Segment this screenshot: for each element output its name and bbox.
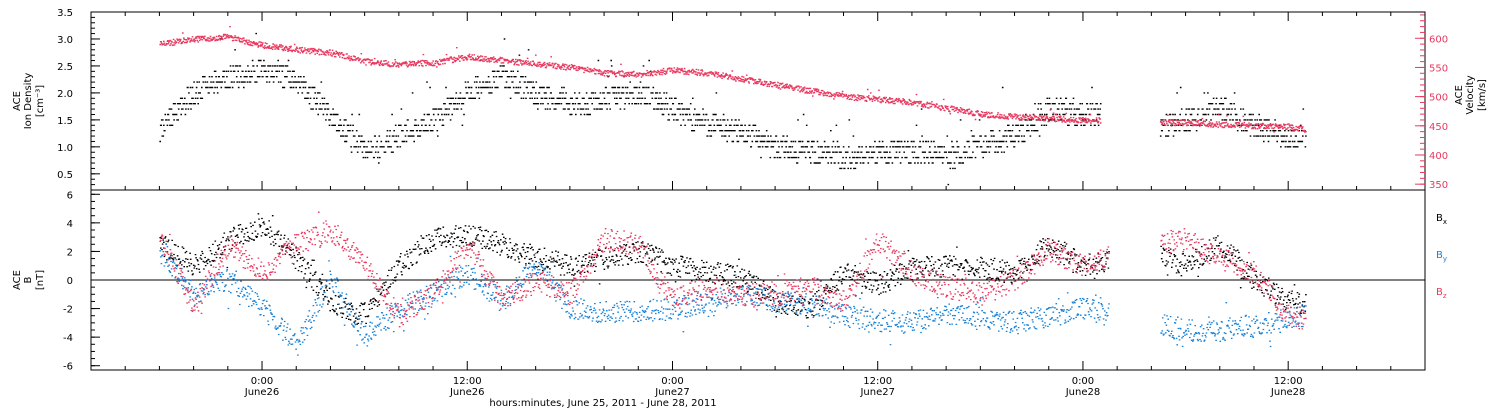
field-axis-label: ACE B [nT] — [12, 270, 46, 290]
density-tick-label: 0.5 — [57, 170, 73, 181]
field-by-points — [159, 243, 1307, 356]
field-tick-label: -6 — [63, 362, 73, 373]
density-tick-label: 3.5 — [57, 8, 73, 19]
time-axis: 0:00June2612:00June260:00June2712:00June… — [124, 12, 1426, 409]
x-axis-title: hours:minutes, June 25, 2011 - June 28, … — [489, 398, 716, 409]
density-axis-label-line2: Ion Density — [23, 73, 34, 130]
velocity-tick-label: 400 — [1429, 151, 1448, 162]
legend-subscript: x — [1443, 218, 1447, 226]
density-tick-label: 2.5 — [57, 62, 73, 73]
velocity-axis-label-line1: ACE — [1454, 85, 1465, 105]
field-tick-label: 6 — [67, 190, 73, 201]
x-date-label: June28 — [1270, 387, 1306, 398]
legend-bx: Bx — [1436, 213, 1447, 226]
x-time-label: 0:00 — [1072, 376, 1094, 387]
x-date-label: June28 — [1065, 387, 1101, 398]
x-date-label: June27 — [654, 387, 690, 398]
density-tick-label: 1.0 — [57, 143, 73, 154]
field-tick-label: 4 — [67, 219, 73, 230]
legend-by: By — [1436, 250, 1447, 263]
velocity-axis-label-line2: Velocity — [1465, 75, 1476, 114]
legend-subscript: z — [1443, 292, 1447, 300]
x-time-label: 12:00 — [453, 376, 482, 387]
x-time-label: 0:00 — [251, 376, 273, 387]
density-axis-label-line1: ACE — [12, 91, 23, 111]
field-tick-label: 2 — [67, 247, 73, 258]
density-axis-label-line3: [cm⁻³] — [35, 85, 46, 117]
velocity-points — [159, 26, 1307, 133]
density-axis-label: ACE Ion Density [cm⁻³] — [12, 73, 46, 130]
legend-bz: Bz — [1436, 287, 1447, 300]
velocity-tick-label: 500 — [1429, 93, 1448, 104]
density-velocity-panel: 0.5 1.0 1.5 2.0 2.5 3.0 3.5 350 400 450 500 550 600 A… — [12, 8, 1488, 191]
field-axis-label-line3: [nT] — [35, 270, 46, 290]
velocity-tick-label: 350 — [1429, 180, 1448, 191]
field-axis-label-line2: B — [23, 276, 34, 283]
x-date-label: June26 — [449, 387, 485, 398]
density-tick-label: 1.5 — [57, 116, 73, 127]
velocity-tick-label: 450 — [1429, 122, 1448, 133]
density-points — [159, 32, 1307, 186]
density-tick-label: 2.0 — [57, 89, 73, 100]
density-tick-label: 3.0 — [57, 35, 73, 46]
field-tick-label: -4 — [63, 333, 73, 344]
field-tick-label: 0 — [67, 276, 73, 287]
x-time-label: 12:00 — [863, 376, 892, 387]
x-time-label: 0:00 — [661, 376, 683, 387]
legend-subscript: y — [1443, 255, 1447, 263]
x-date-label: June27 — [859, 387, 895, 398]
velocity-tick-label: 600 — [1429, 34, 1448, 45]
field-axis-label-line1: ACE — [12, 270, 23, 290]
density-panel-frame — [90, 11, 1426, 191]
field-bz-points — [159, 211, 1307, 330]
velocity-axis-label: ACE Velocity [km/s] — [1454, 75, 1488, 114]
x-date-label: June26 — [244, 387, 280, 398]
field-tick-label: -2 — [63, 305, 73, 316]
velocity-tick-label: 550 — [1429, 63, 1448, 74]
x-time-label: 12:00 — [1274, 376, 1303, 387]
velocity-axis-label-line3: [km/s] — [1477, 79, 1488, 111]
